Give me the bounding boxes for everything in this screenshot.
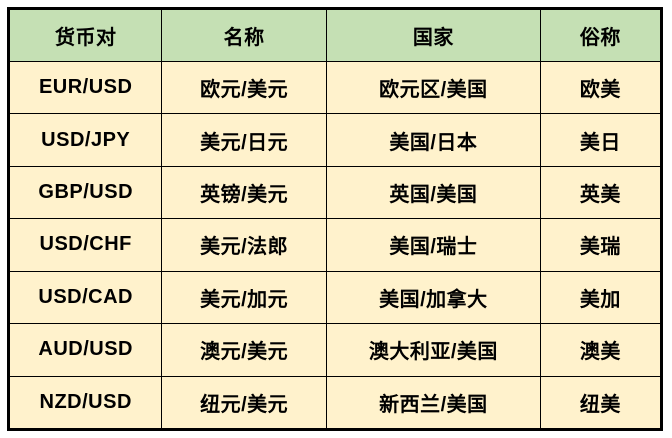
header-nickname: 俗称 bbox=[539, 8, 663, 62]
header-name: 名称 bbox=[161, 8, 327, 62]
cell-nickname: 澳美 bbox=[539, 323, 663, 377]
table-row: EUR/USD 欧元/美元 欧元区/美国 欧美 bbox=[7, 60, 663, 115]
cell-name: 纽元/美元 bbox=[161, 375, 327, 431]
currency-pairs-table: 货币对 名称 国家 俗称 EUR/USD 欧元/美元 欧元区/美国 欧美 USD… bbox=[7, 7, 663, 431]
cell-country: 美国/瑞士 bbox=[325, 218, 541, 272]
cell-currency-pair: EUR/USD bbox=[7, 60, 163, 115]
cell-nickname: 纽美 bbox=[539, 375, 663, 431]
cell-name: 美元/日元 bbox=[161, 113, 327, 167]
table-row: NZD/USD 纽元/美元 新西兰/美国 纽美 bbox=[7, 375, 663, 431]
cell-country: 欧元区/美国 bbox=[325, 60, 541, 115]
cell-nickname: 美瑞 bbox=[539, 218, 663, 272]
cell-nickname: 英美 bbox=[539, 165, 663, 220]
table-row: USD/JPY 美元/日元 美国/日本 美日 bbox=[7, 113, 663, 167]
cell-nickname: 美加 bbox=[539, 270, 663, 325]
cell-country: 美国/日本 bbox=[325, 113, 541, 167]
cell-country: 英国/美国 bbox=[325, 165, 541, 220]
cell-name: 美元/加元 bbox=[161, 270, 327, 325]
cell-country: 美国/加拿大 bbox=[325, 270, 541, 325]
cell-country: 新西兰/美国 bbox=[325, 375, 541, 431]
cell-currency-pair: AUD/USD bbox=[7, 323, 163, 377]
cell-currency-pair: GBP/USD bbox=[7, 165, 163, 220]
table-row: AUD/USD 澳元/美元 澳大利亚/美国 澳美 bbox=[7, 323, 663, 377]
cell-name: 欧元/美元 bbox=[161, 60, 327, 115]
cell-nickname: 美日 bbox=[539, 113, 663, 167]
cell-currency-pair: USD/JPY bbox=[7, 113, 163, 167]
cell-nickname: 欧美 bbox=[539, 60, 663, 115]
cell-currency-pair: USD/CHF bbox=[7, 218, 163, 272]
header-row: 货币对 名称 国家 俗称 bbox=[7, 8, 663, 62]
header-country: 国家 bbox=[325, 8, 541, 62]
cell-name: 英镑/美元 bbox=[161, 165, 327, 220]
header-currency-pair: 货币对 bbox=[7, 8, 163, 62]
table-row: USD/CAD 美元/加元 美国/加拿大 美加 bbox=[7, 270, 663, 325]
table-row: GBP/USD 英镑/美元 英国/美国 英美 bbox=[7, 165, 663, 220]
cell-currency-pair: NZD/USD bbox=[7, 375, 163, 431]
cell-country: 澳大利亚/美国 bbox=[325, 323, 541, 377]
table-row: USD/CHF 美元/法郎 美国/瑞士 美瑞 bbox=[7, 218, 663, 272]
cell-currency-pair: USD/CAD bbox=[7, 270, 163, 325]
cell-name: 美元/法郎 bbox=[161, 218, 327, 272]
cell-name: 澳元/美元 bbox=[161, 323, 327, 377]
